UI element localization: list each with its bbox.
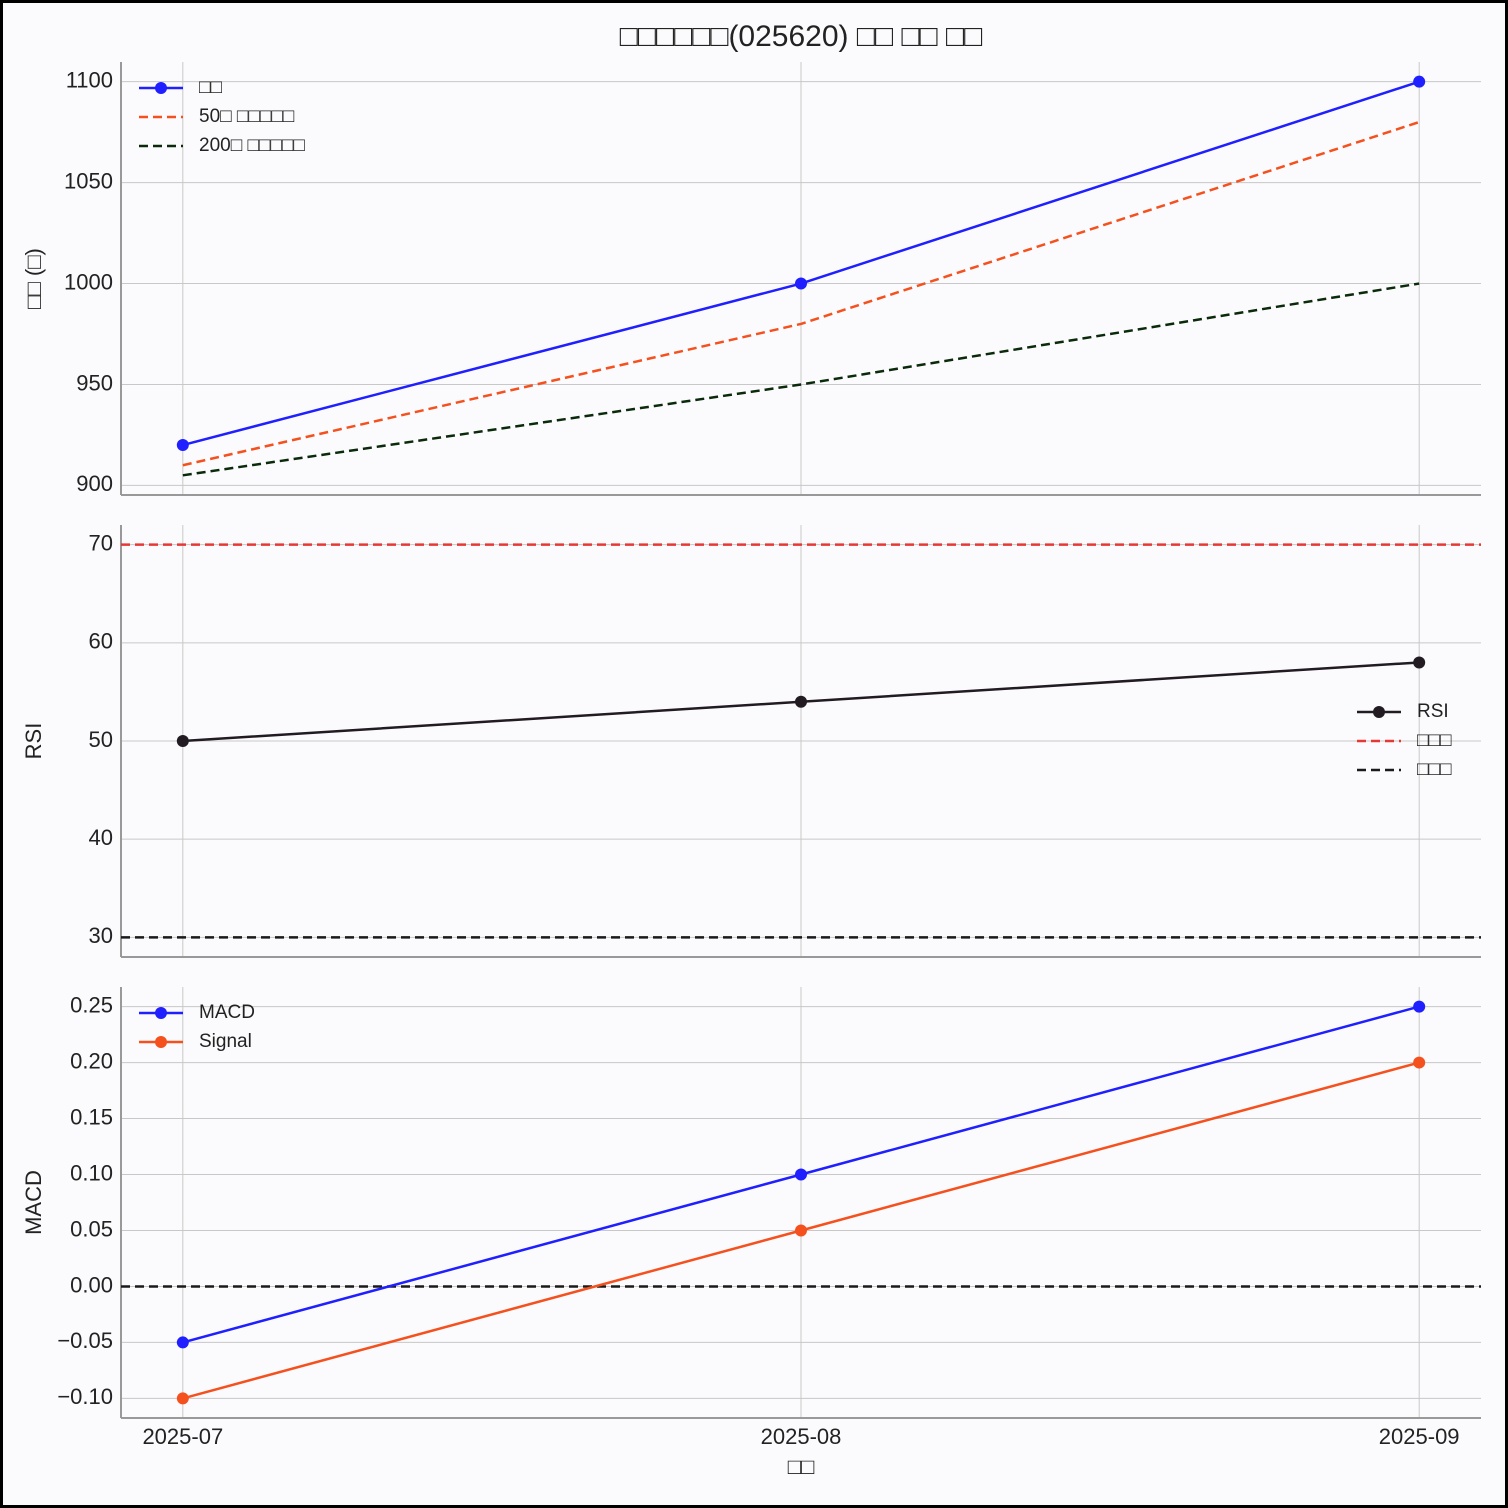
- x-tick-label: 2025-07: [142, 1424, 223, 1449]
- legend-label: RSI: [1417, 701, 1449, 722]
- y-tick-label: 70: [89, 530, 113, 555]
- legend-label: Signal: [199, 1031, 252, 1052]
- y-tick-label: 30: [89, 923, 113, 948]
- point: [176, 439, 189, 452]
- point: [176, 1392, 189, 1405]
- y-tick-label: 40: [89, 825, 113, 850]
- legend-label: □□□: [1417, 759, 1452, 780]
- x-tick-label: 2025-08: [761, 1424, 842, 1449]
- y-tick-label: 0.20: [70, 1048, 113, 1073]
- legend-marker: [1373, 706, 1385, 718]
- point: [1413, 75, 1426, 88]
- point: [1413, 1056, 1426, 1069]
- y-tick-label: 1000: [64, 269, 113, 294]
- point: [1413, 1000, 1426, 1013]
- y-axis-label: MACD: [21, 1170, 46, 1235]
- legend-label: □□□: [1417, 730, 1452, 751]
- point: [1413, 656, 1426, 669]
- y-tick-label: 0.10: [70, 1160, 113, 1185]
- point: [795, 277, 807, 290]
- y-tick-label: 0.25: [70, 992, 113, 1017]
- y-tick-label: 900: [76, 471, 113, 496]
- legend-marker: [155, 1007, 167, 1019]
- point: [795, 695, 807, 708]
- point: [795, 1168, 807, 1181]
- series-line: [182, 282, 1420, 477]
- legend-label: MACD: [199, 1002, 255, 1023]
- point: [795, 1224, 807, 1237]
- y-tick-label: 60: [89, 629, 113, 654]
- x-tick-label: 2025-09: [1379, 1424, 1460, 1449]
- y-tick-label: 0.15: [70, 1104, 113, 1129]
- y-tick-label: 0.00: [70, 1272, 113, 1297]
- point: [176, 1336, 189, 1349]
- point: [176, 735, 189, 747]
- legend-marker: [155, 82, 167, 94]
- y-axis-label: RSI: [21, 723, 46, 760]
- legend-label: 200□ □□□□□: [199, 135, 305, 156]
- y-tick-label: 1100: [66, 67, 113, 92]
- y-tick-label: 0.05: [70, 1216, 113, 1241]
- chart-title: □□□□□□(025620) □□ □□ □□: [620, 20, 983, 53]
- legend-label: □□: [199, 77, 222, 98]
- y-tick-label: 950: [76, 370, 113, 395]
- y-tick-label: 50: [89, 727, 113, 752]
- series-line: [182, 120, 1420, 467]
- y-axis-label: □□ (□): [21, 248, 46, 309]
- y-tick-label: 1050: [64, 168, 113, 193]
- legend-label: 50□ □□□□□: [199, 106, 295, 127]
- y-tick-label: −0.10: [57, 1384, 113, 1409]
- x-axis-label: □□: [788, 1454, 815, 1479]
- legend-marker: [155, 1036, 167, 1048]
- y-tick-label: −0.05: [57, 1328, 113, 1353]
